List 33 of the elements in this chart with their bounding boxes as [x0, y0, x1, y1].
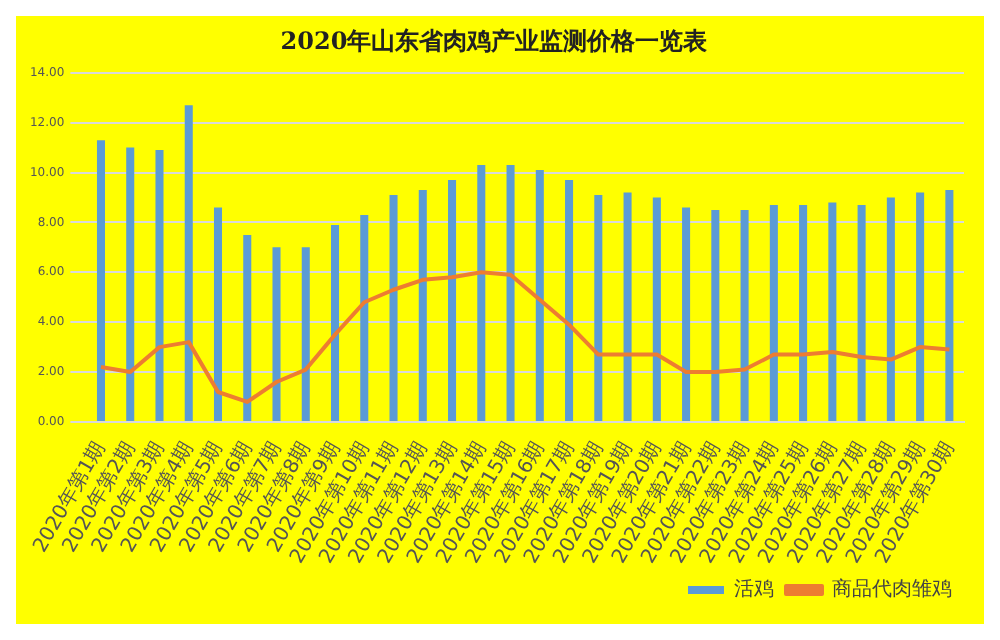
bar — [126, 147, 135, 421]
bar — [886, 197, 895, 421]
bar — [213, 207, 223, 421]
bar — [711, 209, 720, 421]
bar — [594, 194, 603, 421]
bar — [272, 247, 281, 421]
bar — [828, 202, 837, 421]
bar — [916, 192, 925, 421]
bar — [96, 140, 105, 421]
bar — [477, 165, 486, 421]
bar — [535, 170, 544, 421]
bar — [506, 165, 515, 421]
bar — [769, 204, 778, 421]
bar — [448, 180, 457, 421]
bar — [418, 190, 427, 421]
bar — [799, 204, 808, 421]
bar — [682, 207, 691, 421]
chart-title: 2020年山东省肉鸡产业监测价格一览表 — [280, 26, 710, 55]
bar — [301, 247, 310, 421]
bar — [331, 224, 340, 421]
bar — [857, 204, 866, 421]
bar — [565, 180, 574, 421]
bar — [360, 214, 369, 421]
bar — [184, 105, 193, 421]
legend-label: 活鸡 — [734, 577, 774, 602]
bar — [740, 209, 749, 421]
bar — [155, 150, 164, 421]
bar — [945, 190, 954, 421]
bar — [389, 194, 398, 421]
bar — [243, 234, 252, 421]
bar — [623, 192, 632, 421]
bar — [652, 197, 661, 421]
legend-label: 商品代肉雏鸡 — [832, 577, 952, 602]
